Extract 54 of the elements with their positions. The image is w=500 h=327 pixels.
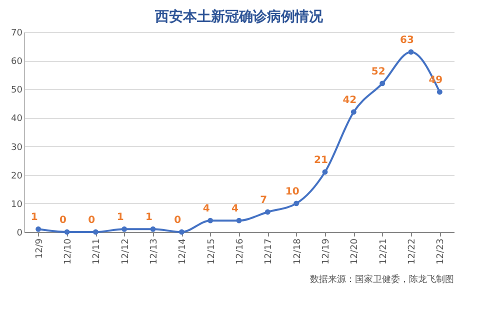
point <box>150 226 156 232</box>
data-label: 21 <box>314 155 328 166</box>
data-label: 1 <box>146 212 153 224</box>
x-tick-label: 12/16 <box>236 238 246 264</box>
point <box>64 229 70 235</box>
data-label: 0 <box>174 215 182 226</box>
point <box>208 218 214 224</box>
point <box>380 80 386 86</box>
point <box>436 89 442 95</box>
y-tick-label: 50 <box>11 86 23 96</box>
x-tick-label: 12/23 <box>436 238 446 264</box>
x-tick-label: 12/14 <box>178 238 188 264</box>
point <box>36 226 42 232</box>
x-tick-label: 12/22 <box>408 238 418 264</box>
x-tick-label: 12/11 <box>92 238 102 264</box>
data-label: 42 <box>342 95 357 106</box>
data-label: 0 <box>88 215 96 226</box>
point <box>236 218 242 224</box>
y-tick-label: 30 <box>11 142 23 153</box>
y-tick-label: 70 <box>11 28 23 38</box>
source-note: 数据来源：国家卫健委，陈龙飞制图 <box>310 274 454 285</box>
point <box>264 209 270 215</box>
x-tick-label: 12/9 <box>34 238 45 259</box>
y-tick-label: 20 <box>11 171 23 182</box>
x-tick-label: 12/13 <box>150 238 160 264</box>
data-label: 63 <box>400 35 414 46</box>
data-label: 1 <box>116 212 124 224</box>
chart-title: 西安本土新冠确诊病例情况 <box>154 8 324 25</box>
data-label: 0 <box>60 215 67 226</box>
x-tick-label: 12/15 <box>206 238 217 264</box>
y-tick-label: 60 <box>11 57 23 68</box>
point <box>92 229 98 235</box>
x-tick-label: 12/17 <box>264 238 274 264</box>
y-tick-label: 0 <box>16 228 23 238</box>
data-label: 1 <box>30 212 38 224</box>
point <box>350 109 356 115</box>
data-label: 10 <box>285 186 300 198</box>
point <box>322 169 328 175</box>
x-tick-label: 12/19 <box>322 238 332 264</box>
x-tick-label: 12/10 <box>64 238 74 264</box>
point <box>122 226 128 232</box>
data-label: 52 <box>371 66 386 78</box>
y-tick-label: 40 <box>11 114 23 124</box>
x-tick-label: 12/20 <box>350 238 360 264</box>
x-tick-label: 12/18 <box>292 238 303 264</box>
data-label: 7 <box>260 195 268 206</box>
point <box>178 229 184 235</box>
data-label: 4 <box>202 204 210 215</box>
point <box>408 49 414 55</box>
point <box>294 200 300 206</box>
x-tick-label: 12/12 <box>120 238 131 264</box>
y-tick-label: 10 <box>11 200 23 210</box>
data-label: 4 <box>232 204 239 215</box>
x-tick-label: 12/21 <box>378 238 389 264</box>
